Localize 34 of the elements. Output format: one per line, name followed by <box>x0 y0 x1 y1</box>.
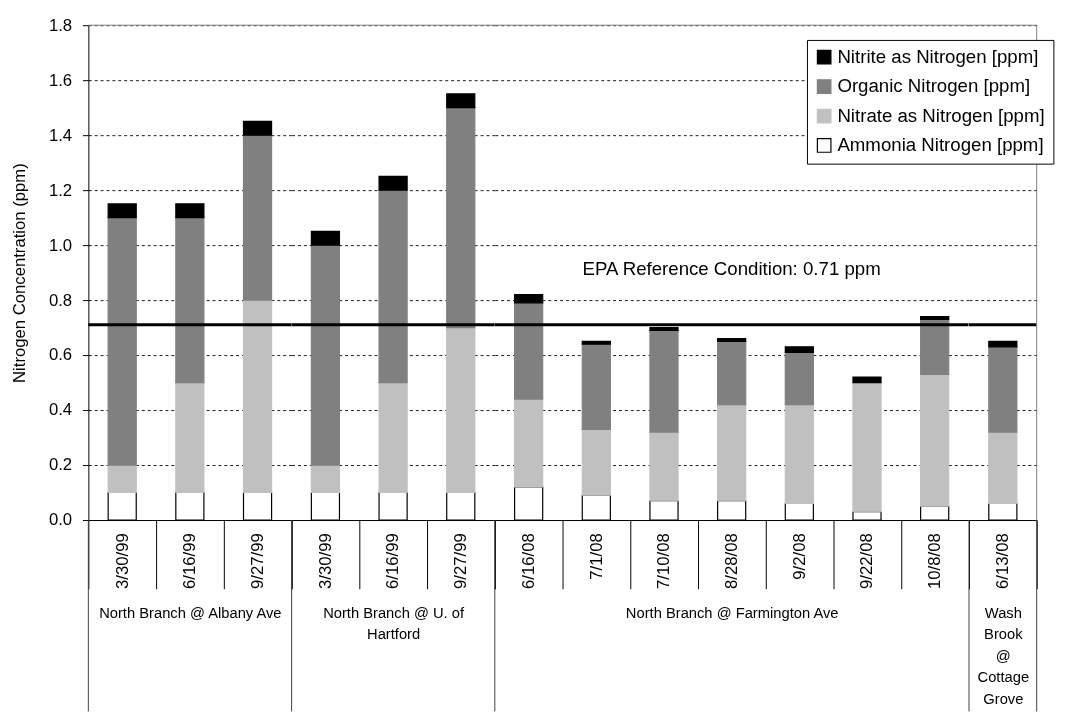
x-tick-label: 7/1/08 <box>586 533 606 580</box>
x-tick-label: 7/10/08 <box>654 533 674 589</box>
y-tick-label: 1.2 <box>48 180 73 200</box>
x-tick-label: 6/16/99 <box>383 533 403 589</box>
x-tick-label: 3/30/99 <box>315 533 335 589</box>
y-tick-label: 1.4 <box>48 125 73 145</box>
x-tick-label: 9/27/99 <box>247 533 267 589</box>
x-tick-label: 3/30/99 <box>112 533 132 589</box>
x-tick-label: 9/2/08 <box>789 533 809 580</box>
y-tick-label: 0.2 <box>48 455 73 475</box>
x-tick-label: 6/13/08 <box>993 533 1013 589</box>
x-axis-title: North Branch @ U. of Hartford <box>323 604 465 643</box>
x-tick-label: 8/28/08 <box>722 533 742 589</box>
y-tick-label: 1.8 <box>48 15 73 35</box>
y-tick-label: 0.8 <box>48 290 73 310</box>
x-tick-label: 6/16/08 <box>519 533 539 589</box>
legend-label: Ammonia Nitrogen [ppm] <box>837 134 1044 156</box>
x-tick-label: 6/16/99 <box>180 533 200 589</box>
y-tick-label: 1.6 <box>48 70 73 90</box>
legend-label: Nitrate as Nitrogen [ppm] <box>837 104 1045 126</box>
y-tick-label: 0.0 <box>48 510 73 530</box>
x-axis-title: North Branch @ Farmington Ave <box>625 604 839 621</box>
x-axis-title: North Branch @ Albany Ave <box>99 604 282 621</box>
legend-label: Organic Nitrogen [ppm] <box>837 75 1031 97</box>
y-tick-label: 0.4 <box>48 400 73 420</box>
x-tick-label: 9/22/08 <box>857 533 877 589</box>
legend-label: Nitrite as Nitrogen [ppm] <box>837 46 1039 68</box>
x-axis-title: Wash Brook @ Cottage Grove <box>977 604 1030 708</box>
ref-line-label: EPA Reference Condition: 0.71 ppm <box>582 257 881 279</box>
y-axis-title: Nitrogen Concentration (ppm) <box>10 163 30 384</box>
x-tick-label: 9/27/99 <box>451 533 471 589</box>
x-tick-label: 10/8/08 <box>925 533 945 589</box>
y-tick-label: 1.0 <box>48 235 73 255</box>
y-tick-label: 0.6 <box>48 345 73 365</box>
